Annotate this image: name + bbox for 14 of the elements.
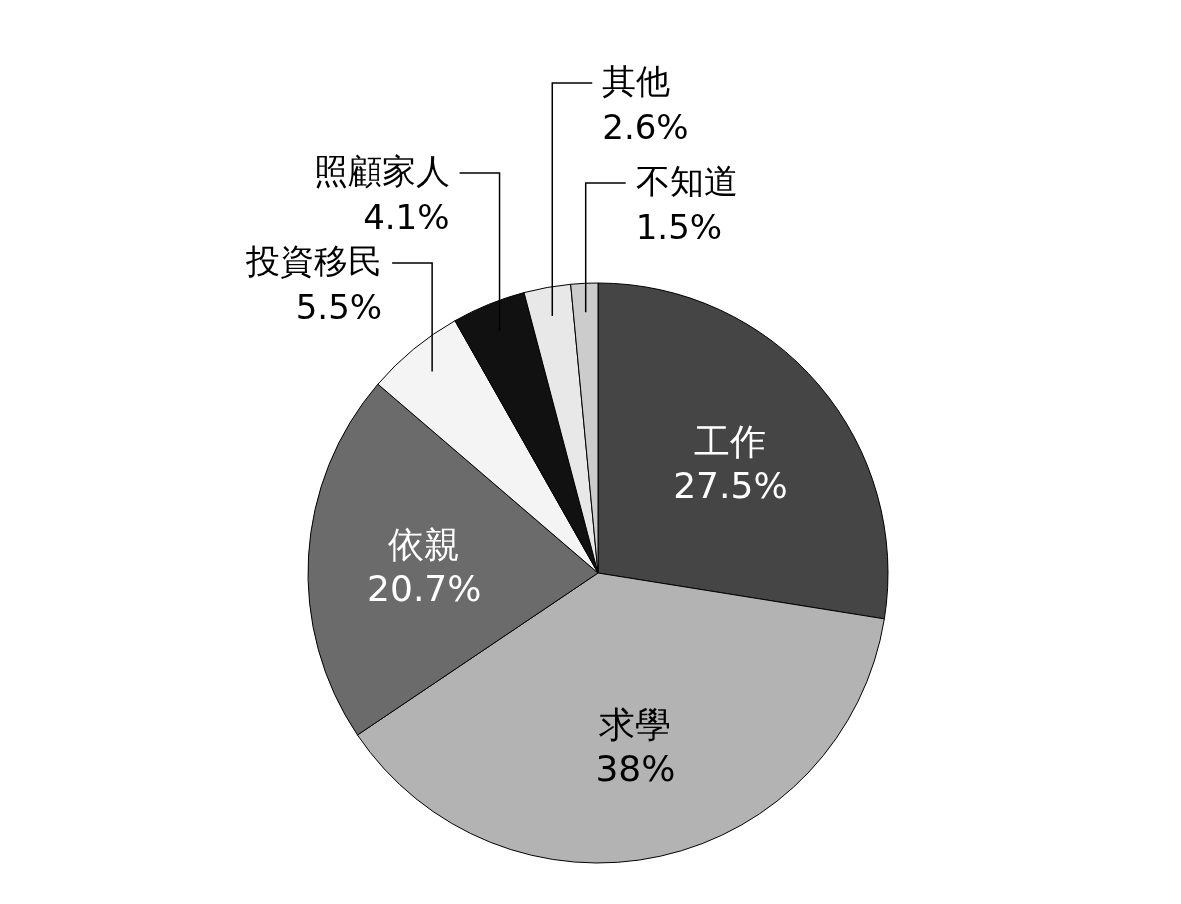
data-label: 20.7% <box>367 567 482 609</box>
slice-label: 其他 <box>602 61 671 101</box>
slice-label: 求學 <box>599 703 672 745</box>
data-label: 4.1% <box>363 197 450 237</box>
data-label: 1.5% <box>635 207 723 247</box>
data-label: 2.6% <box>602 107 689 147</box>
data-label: 38% <box>595 747 676 789</box>
data-label: 5.5% <box>295 287 383 327</box>
slice-label: 不知道 <box>635 161 738 201</box>
slice-label: 依親 <box>388 523 461 565</box>
data-label: 27.5% <box>673 465 788 507</box>
slice-label: 工作 <box>694 421 767 463</box>
slice-label: 照顧家人 <box>313 151 450 191</box>
slice-label: 投資移民 <box>245 241 383 281</box>
